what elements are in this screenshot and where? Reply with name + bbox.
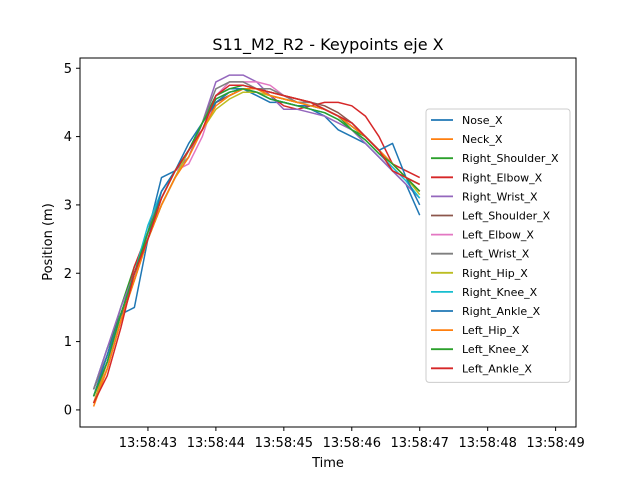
y-tick-label: 0 — [64, 403, 72, 418]
legend: Nose_X Neck_X Right_Shoulder_X Right_Elbow_… — [425, 108, 571, 383]
chart-title: S11_M2_R2 - Keypoints eje X — [212, 35, 443, 55]
legend-entry: Left_Shoulder_X — [462, 210, 551, 223]
legend-box — [425, 108, 571, 383]
series-line-left-knee-x — [92, 88, 421, 397]
y-tick-label: 1 — [64, 335, 72, 350]
legend-entry: Right_Shoulder_X — [462, 152, 559, 165]
legend-entry: Neck_X — [462, 133, 503, 146]
y-tick-label: 2 — [64, 267, 72, 282]
legend-entry: Right_Knee_X — [462, 286, 538, 299]
legend-entry: Left_Hip_X — [462, 324, 520, 337]
legend-entry: Left_Ankle_X — [462, 362, 532, 375]
series-line-left-ankle-x — [92, 84, 421, 404]
y-tick-label: 5 — [64, 62, 72, 77]
legend-entry: Nose_X — [462, 114, 503, 127]
legend-entry: Right_Elbow_X — [462, 171, 543, 184]
x-tick-label: 13:58:44 — [187, 436, 245, 451]
x-tick-label: 13:58:47 — [391, 436, 449, 451]
x-tick-label: 13:58:46 — [323, 436, 381, 451]
y-tick-label: 4 — [64, 130, 72, 145]
legend-entry: Right_Hip_X — [462, 267, 528, 280]
series-lines — [92, 74, 421, 407]
y-tick-label: 3 — [64, 198, 72, 213]
x-axis-title: Time — [311, 456, 344, 471]
x-tick-label: 13:58:43 — [119, 436, 177, 451]
x-tick-label: 13:58:49 — [526, 436, 584, 451]
plot-frame — [79, 57, 577, 428]
legend-entry: Right_Wrist_X — [462, 190, 538, 203]
legend-entry: Left_Wrist_X — [462, 248, 530, 261]
legend-entry: Left_Knee_X — [462, 343, 529, 356]
y-axis-ticks: 0 1 2 3 4 5 — [64, 62, 80, 418]
x-tick-label: 13:58:45 — [255, 436, 313, 451]
x-tick-label: 13:58:48 — [458, 436, 516, 451]
legend-entry: Left_Elbow_X — [462, 229, 534, 242]
y-axis-title: Position (m) — [41, 203, 56, 281]
x-axis-ticks: 13:58:43 13:58:44 13:58:45 13:58:46 13:58:47… — [119, 427, 585, 451]
legend-entry: Right_Ankle_X — [462, 305, 541, 318]
